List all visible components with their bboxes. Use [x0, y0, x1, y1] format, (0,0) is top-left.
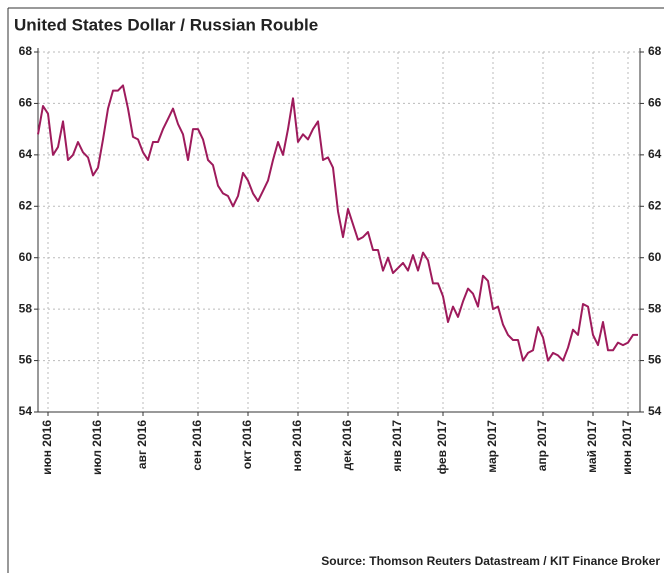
x-tick-label: июн 2016	[40, 420, 54, 475]
y2-tick-label: 58	[648, 301, 662, 315]
x-tick-label: фев 2017	[435, 420, 449, 475]
y-tick-label: 58	[19, 301, 33, 315]
y-tick-label: 54	[19, 404, 33, 418]
x-tick-label: дек 2016	[340, 420, 354, 471]
x-tick-label: май 2017	[585, 420, 599, 473]
x-tick-label: июн 2017	[620, 420, 634, 475]
x-tick-label: ноя 2016	[290, 420, 304, 472]
x-tick-label: сен 2016	[190, 420, 204, 471]
y2-tick-label: 60	[648, 250, 662, 264]
y-tick-label: 66	[19, 96, 33, 110]
chart-title: United States Dollar / Russian Rouble	[14, 15, 318, 34]
x-tick-label: янв 2017	[390, 420, 404, 472]
y2-tick-label: 62	[648, 198, 662, 212]
x-tick-label: мар 2017	[485, 420, 499, 473]
x-tick-label: июл 2016	[90, 420, 104, 475]
y2-tick-label: 66	[648, 96, 662, 110]
y-tick-label: 68	[19, 44, 33, 58]
y2-tick-label: 54	[648, 404, 662, 418]
y2-tick-label: 56	[648, 353, 662, 367]
x-tick-label: апр 2017	[535, 420, 549, 472]
y-tick-label: 64	[19, 147, 33, 161]
y-tick-label: 62	[19, 198, 33, 212]
y-tick-label: 60	[19, 250, 33, 264]
x-tick-label: авг 2016	[135, 420, 149, 469]
source: Source: Thomson Reuters Datastream / KIT…	[321, 554, 660, 568]
x-tick-label: окт 2016	[240, 420, 254, 470]
y2-tick-label: 64	[648, 147, 662, 161]
y-tick-label: 56	[19, 353, 33, 367]
y2-tick-label: 68	[648, 44, 662, 58]
line	[37, 84, 638, 362]
